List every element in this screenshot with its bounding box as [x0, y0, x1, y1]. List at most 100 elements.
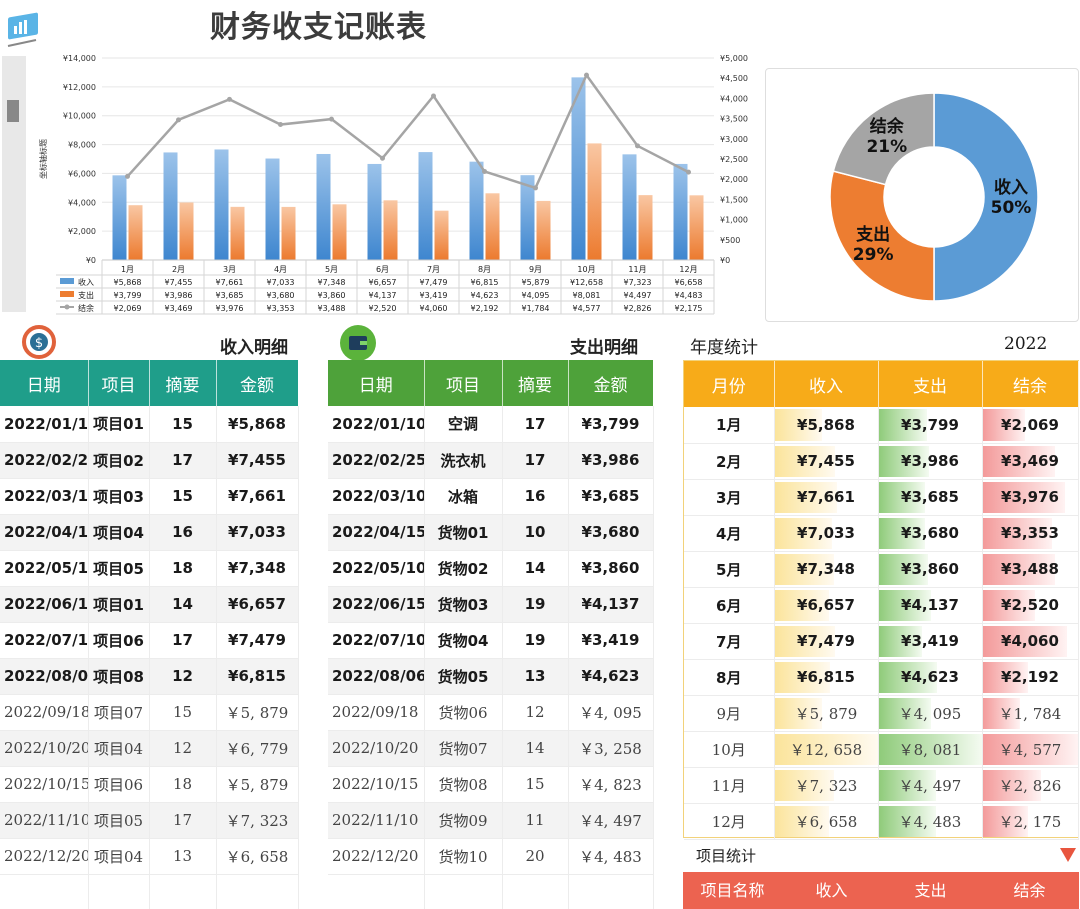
- annual-balance-cell[interactable]: ¥3,353: [982, 515, 1079, 552]
- income-cell[interactable]: 2022/12/20: [0, 838, 89, 875]
- expense-cell[interactable]: 2022/08/06: [328, 658, 425, 695]
- expense-cell[interactable]: 14: [502, 730, 569, 767]
- annual-income-cell[interactable]: ￥7, 323: [774, 767, 879, 804]
- expense-cell[interactable]: 货物09: [424, 802, 503, 839]
- annual-expense-cell[interactable]: ￥4, 497: [878, 767, 983, 804]
- income-cell[interactable]: 15: [149, 406, 217, 443]
- annual-month-cell[interactable]: 2月: [684, 443, 775, 480]
- expense-cell[interactable]: 货物07: [424, 730, 503, 767]
- income-cell[interactable]: 12: [149, 658, 217, 695]
- expense-cell[interactable]: ¥3,685: [568, 478, 654, 515]
- expense-cell[interactable]: 2022/10/15: [328, 766, 425, 803]
- annual-balance-cell[interactable]: ￥2, 826: [982, 767, 1079, 804]
- income-empty-cell[interactable]: [216, 874, 299, 909]
- annual-expense-cell[interactable]: ¥4,623: [878, 659, 983, 696]
- annual-month-cell[interactable]: 11月: [684, 767, 775, 804]
- expense-cell[interactable]: 货物02: [424, 550, 503, 587]
- annual-income-cell[interactable]: ¥7,348: [774, 551, 879, 588]
- income-cell[interactable]: 2022/04/15: [0, 514, 89, 551]
- expense-cell[interactable]: ￥4, 823: [568, 766, 654, 803]
- annual-expense-cell[interactable]: ￥4, 483: [878, 803, 983, 840]
- income-cell[interactable]: 2022/10/20: [0, 730, 89, 767]
- annual-balance-cell[interactable]: ¥2,192: [982, 659, 1079, 696]
- annual-month-cell[interactable]: 12月: [684, 803, 775, 840]
- income-cell[interactable]: 项目04: [88, 730, 150, 767]
- annual-expense-cell[interactable]: ¥4,137: [878, 587, 983, 624]
- annual-balance-cell[interactable]: ¥3,488: [982, 551, 1079, 588]
- annual-balance-cell[interactable]: ￥4, 577: [982, 731, 1079, 768]
- expense-cell[interactable]: ¥3,860: [568, 550, 654, 587]
- annual-expense-cell[interactable]: ¥3,419: [878, 623, 983, 660]
- income-cell[interactable]: 18: [149, 766, 217, 803]
- income-empty-cell[interactable]: [0, 874, 89, 909]
- income-cell[interactable]: 项目06: [88, 766, 150, 803]
- income-cell[interactable]: ¥6,815: [216, 658, 299, 695]
- income-cell[interactable]: 14: [149, 586, 217, 623]
- income-cell[interactable]: 项目08: [88, 658, 150, 695]
- annual-month-cell[interactable]: 6月: [684, 587, 775, 624]
- scroll-thumb[interactable]: [7, 100, 19, 122]
- expense-cell[interactable]: 11: [502, 802, 569, 839]
- expense-empty-cell[interactable]: [424, 874, 503, 909]
- expense-cell[interactable]: 2022/09/18: [328, 694, 425, 731]
- annual-income-cell[interactable]: ￥5, 879: [774, 695, 879, 732]
- income-cell[interactable]: 项目01: [88, 586, 150, 623]
- income-cell[interactable]: 15: [149, 478, 217, 515]
- expense-cell[interactable]: 2022/10/20: [328, 730, 425, 767]
- annual-balance-cell[interactable]: ¥3,469: [982, 443, 1079, 480]
- income-cell[interactable]: ¥6,657: [216, 586, 299, 623]
- income-cell[interactable]: 项目05: [88, 802, 150, 839]
- expense-cell[interactable]: 冰箱: [424, 478, 503, 515]
- expense-cell[interactable]: ¥4,137: [568, 586, 654, 623]
- expense-cell[interactable]: 货物04: [424, 622, 503, 659]
- income-cell[interactable]: 项目05: [88, 550, 150, 587]
- expense-cell[interactable]: 2022/07/10: [328, 622, 425, 659]
- expense-cell[interactable]: 2022/12/20: [328, 838, 425, 875]
- annual-balance-cell[interactable]: ¥4,060: [982, 623, 1079, 660]
- income-cell[interactable]: 项目03: [88, 478, 150, 515]
- income-cell[interactable]: 17: [149, 802, 217, 839]
- annual-month-cell[interactable]: 3月: [684, 479, 775, 516]
- income-cell[interactable]: ¥7,455: [216, 442, 299, 479]
- expense-cell[interactable]: ¥3,799: [568, 406, 654, 443]
- income-cell[interactable]: 12: [149, 730, 217, 767]
- income-cell[interactable]: 项目04: [88, 838, 150, 875]
- income-cell[interactable]: 项目04: [88, 514, 150, 551]
- income-empty-cell[interactable]: [149, 874, 217, 909]
- income-cell[interactable]: ￥6, 779: [216, 730, 299, 767]
- expense-empty-cell[interactable]: [328, 874, 425, 909]
- expense-cell[interactable]: 货物03: [424, 586, 503, 623]
- income-cell[interactable]: 17: [149, 622, 217, 659]
- income-cell[interactable]: 2022/06/15: [0, 586, 89, 623]
- expense-cell[interactable]: ¥3,680: [568, 514, 654, 551]
- expense-cell[interactable]: ￥4, 483: [568, 838, 654, 875]
- expense-cell[interactable]: 货物01: [424, 514, 503, 551]
- annual-expense-cell[interactable]: ¥3,680: [878, 515, 983, 552]
- income-cell[interactable]: ¥7,479: [216, 622, 299, 659]
- annual-expense-cell[interactable]: ￥4, 095: [878, 695, 983, 732]
- income-cell[interactable]: 13: [149, 838, 217, 875]
- expense-cell[interactable]: 17: [502, 442, 569, 479]
- year-value[interactable]: 2022: [1004, 334, 1048, 354]
- annual-income-cell[interactable]: ¥7,479: [774, 623, 879, 660]
- income-cell[interactable]: ¥5,868: [216, 406, 299, 443]
- income-cell[interactable]: ¥7,348: [216, 550, 299, 587]
- income-cell[interactable]: 2022/01/10: [0, 406, 89, 443]
- annual-month-cell[interactable]: 1月: [684, 407, 775, 444]
- expense-empty-cell[interactable]: [568, 874, 654, 909]
- annual-balance-cell[interactable]: ¥3,976: [982, 479, 1079, 516]
- income-cell[interactable]: 项目07: [88, 694, 150, 731]
- annual-income-cell[interactable]: ¥6,657: [774, 587, 879, 624]
- expense-cell[interactable]: 货物06: [424, 694, 503, 731]
- expense-empty-cell[interactable]: [502, 874, 569, 909]
- income-cell[interactable]: 15: [149, 694, 217, 731]
- annual-balance-cell[interactable]: ¥2,069: [982, 407, 1079, 444]
- annual-income-cell[interactable]: ¥5,868: [774, 407, 879, 444]
- annual-month-cell[interactable]: 5月: [684, 551, 775, 588]
- scrollbar[interactable]: [2, 56, 26, 312]
- annual-income-cell[interactable]: ￥12, 658: [774, 731, 879, 768]
- income-cell[interactable]: ¥7,033: [216, 514, 299, 551]
- expense-cell[interactable]: ￥4, 095: [568, 694, 654, 731]
- expense-cell[interactable]: 2022/02/25: [328, 442, 425, 479]
- annual-month-cell[interactable]: 7月: [684, 623, 775, 660]
